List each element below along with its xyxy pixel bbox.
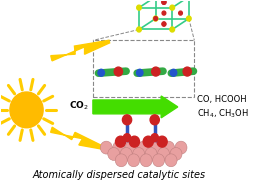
Circle shape bbox=[170, 147, 182, 160]
Polygon shape bbox=[51, 40, 110, 61]
Circle shape bbox=[157, 136, 167, 147]
Circle shape bbox=[162, 11, 166, 15]
Circle shape bbox=[153, 16, 158, 21]
Circle shape bbox=[165, 154, 177, 167]
Circle shape bbox=[163, 141, 175, 154]
Circle shape bbox=[145, 147, 157, 160]
Circle shape bbox=[115, 136, 126, 147]
Bar bbox=[93, 40, 194, 97]
Circle shape bbox=[170, 27, 175, 32]
Circle shape bbox=[162, 0, 166, 4]
Circle shape bbox=[140, 154, 152, 167]
Circle shape bbox=[150, 141, 162, 154]
Text: Atomically dispersed catalytic sites: Atomically dispersed catalytic sites bbox=[32, 170, 205, 180]
Circle shape bbox=[143, 136, 153, 147]
Circle shape bbox=[108, 147, 120, 160]
Text: CO$_2$: CO$_2$ bbox=[69, 100, 89, 112]
Circle shape bbox=[125, 141, 137, 154]
Circle shape bbox=[162, 22, 166, 26]
FancyArrow shape bbox=[93, 96, 178, 118]
Circle shape bbox=[153, 154, 165, 167]
Circle shape bbox=[187, 16, 191, 21]
Circle shape bbox=[154, 17, 157, 21]
Circle shape bbox=[123, 134, 131, 142]
Circle shape bbox=[114, 67, 123, 76]
Circle shape bbox=[113, 141, 125, 154]
Circle shape bbox=[150, 115, 159, 125]
Text: CH$_4$, CH$_3$OH: CH$_4$, CH$_3$OH bbox=[197, 108, 249, 120]
Circle shape bbox=[138, 141, 150, 154]
Polygon shape bbox=[51, 127, 104, 149]
Circle shape bbox=[170, 5, 175, 10]
Circle shape bbox=[128, 154, 140, 167]
Circle shape bbox=[115, 154, 127, 167]
Text: CO, HCOOH: CO, HCOOH bbox=[197, 95, 247, 105]
Circle shape bbox=[137, 27, 141, 32]
Circle shape bbox=[137, 5, 141, 10]
Circle shape bbox=[100, 141, 112, 154]
Circle shape bbox=[136, 69, 143, 76]
Circle shape bbox=[120, 147, 132, 160]
Circle shape bbox=[183, 67, 191, 76]
Circle shape bbox=[162, 0, 166, 4]
Circle shape bbox=[175, 141, 187, 154]
Circle shape bbox=[151, 134, 158, 142]
Circle shape bbox=[162, 22, 166, 26]
Circle shape bbox=[98, 69, 104, 76]
Circle shape bbox=[179, 11, 182, 15]
Circle shape bbox=[122, 115, 132, 125]
Circle shape bbox=[152, 67, 160, 76]
Circle shape bbox=[162, 0, 166, 4]
Circle shape bbox=[170, 69, 177, 76]
Circle shape bbox=[133, 147, 145, 160]
Circle shape bbox=[129, 136, 140, 147]
Circle shape bbox=[10, 92, 43, 128]
Circle shape bbox=[157, 147, 169, 160]
